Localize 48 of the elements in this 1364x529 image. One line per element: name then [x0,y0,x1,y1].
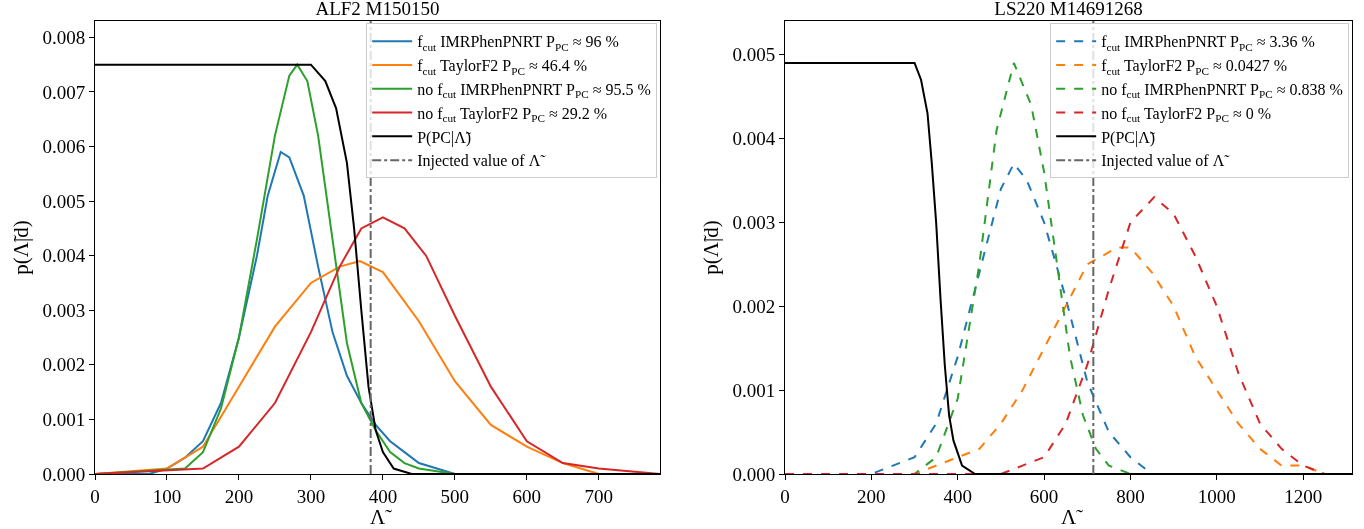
chart-title: LS220 M14691268 [994,0,1143,20]
x-tick-label: 300 [296,485,326,507]
legend-label: P(PC|Λ̃) [1101,128,1156,147]
x-tick-label: 1000 [1197,485,1236,507]
y-tick-label: 0.000 [42,463,86,485]
x-tick-label: 600 [1029,485,1059,507]
ref-line-label: Injected value of Λ̃ [1101,152,1231,171]
y-tick-label: 0.006 [42,136,86,158]
y-axis-title: p(Λ̃|d) [698,220,723,275]
x-tick-label: 400 [368,485,398,507]
x-tick-label: 200 [857,485,886,507]
y-tick-label: 0.004 [42,245,86,267]
y-tick-label: 0.005 [42,190,86,212]
x-tick-label: 100 [152,485,182,507]
x-tick-label: 0 [780,485,790,507]
x-tick-label: 600 [512,485,542,507]
legend-label: no f$_{cut}$ IMRPhenPNRT P$_{PC}$ ≈ 95.5 % [417,81,651,101]
x-tick-label: 1200 [1284,485,1323,507]
x-tick-label: 400 [943,485,972,507]
y-tick-label: 0.005 [732,44,776,66]
y-tick-label: 0.001 [42,409,86,431]
ref-line-label: Injected value of Λ̃ [417,152,547,171]
legend-label: P(PC|Λ̃) [417,128,472,147]
y-tick-label: 0.003 [42,299,86,321]
y-tick-label: 0.002 [732,295,776,317]
y-tick-label: 0.007 [42,81,86,103]
x-tick-label: 0 [90,485,100,507]
y-tick-label: 0.002 [42,354,86,376]
legend-label: no f$_{cut}$ TaylorF2 P$_{PC}$ ≈ 0 % [1101,104,1272,125]
legend-label: f$_{cut}$ IMRPhenPNRT P$_{PC}$ ≈ 96 % [417,33,619,53]
x-axis-title: Λ̃ [369,505,393,529]
chart-title: ALF2 M150150 [315,0,440,20]
legend-label: f$_{cut}$ IMRPhenPNRT P$_{PC}$ ≈ 3.36 % [1101,33,1315,53]
legend-label: f$_{cut}$ TaylorF2 P$_{PC}$ ≈ 0.0427 % [1101,57,1288,77]
legend-label: no f$_{cut}$ TaylorF2 P$_{PC}$ ≈ 29.2 % [417,104,608,125]
y-tick-label: 0.004 [732,128,776,150]
y-tick-label: 0.001 [732,379,776,401]
x-tick-label: 500 [440,485,470,507]
y-tick-label: 0.008 [42,27,86,49]
legend-label: no f$_{cut}$ IMRPhenPNRT P$_{PC}$ ≈ 0.838 % [1101,81,1343,101]
y-tick-label: 0.003 [732,211,776,233]
x-tick-label: 700 [584,485,614,507]
legend-label: f$_{cut}$ TaylorF2 P$_{PC}$ ≈ 46.4 % [417,57,588,77]
x-tick-label: 800 [1116,485,1145,507]
x-tick-label: 200 [224,485,254,507]
y-axis-title: p(Λ̃|d) [8,220,33,275]
x-axis-title: Λ̃ [1060,505,1084,529]
y-tick-label: 0.000 [732,463,776,485]
